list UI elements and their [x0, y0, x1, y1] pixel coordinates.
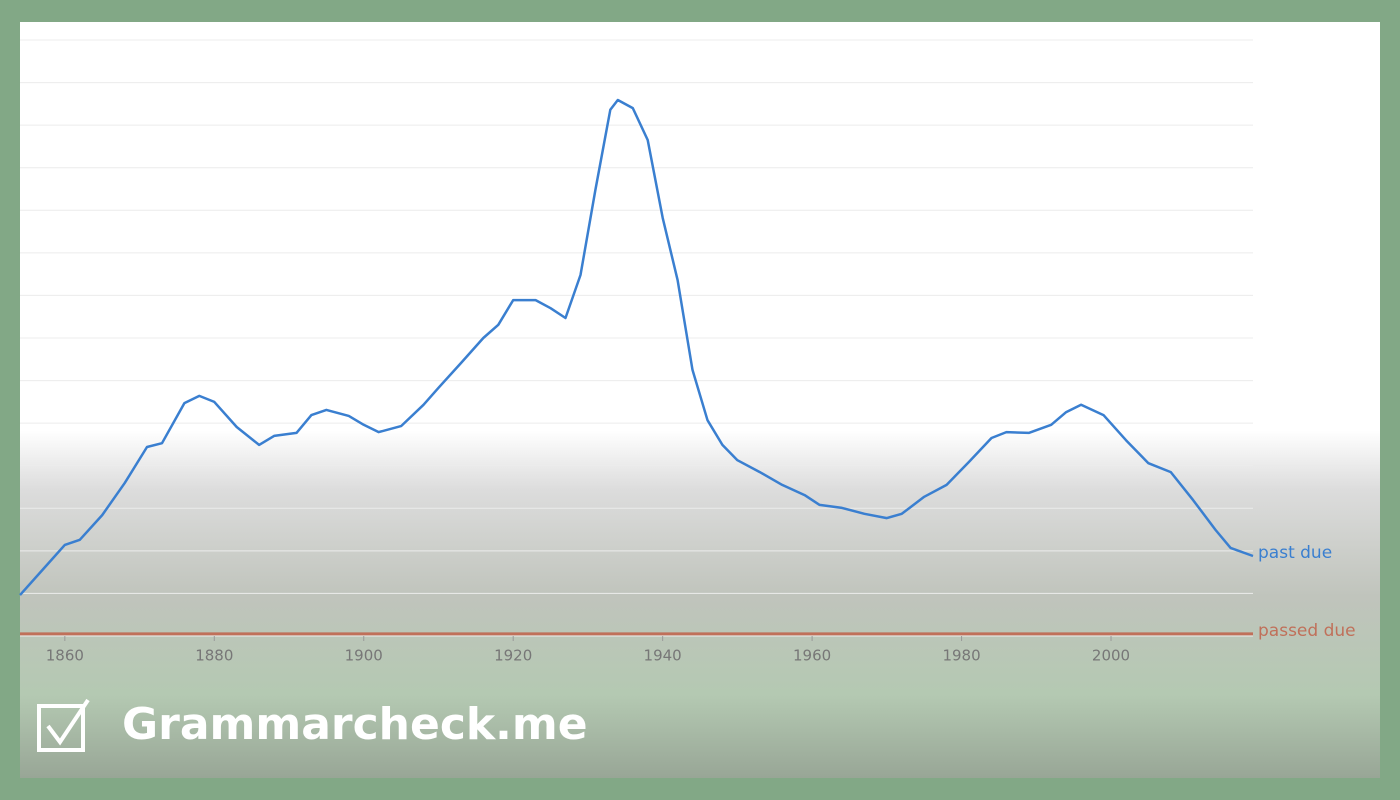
x-tick-label: 1920: [494, 647, 532, 665]
series-label: past due: [1258, 543, 1332, 563]
x-tick-label: 1880: [195, 647, 233, 665]
panel: [20, 22, 1380, 778]
x-tick-label: 2000: [1092, 647, 1130, 665]
x-tick-label: 1960: [793, 647, 831, 665]
brand-icon: [37, 698, 90, 752]
x-tick-label: 1980: [942, 647, 980, 665]
x-tick-label: 1940: [644, 647, 682, 665]
series-label: passed due: [1258, 621, 1356, 641]
brand: Grammarcheck.me: [122, 699, 588, 750]
series-line: [19, 98, 1254, 596]
x-tick-label: 1900: [345, 647, 383, 665]
x-tick-label: 1860: [46, 647, 84, 665]
